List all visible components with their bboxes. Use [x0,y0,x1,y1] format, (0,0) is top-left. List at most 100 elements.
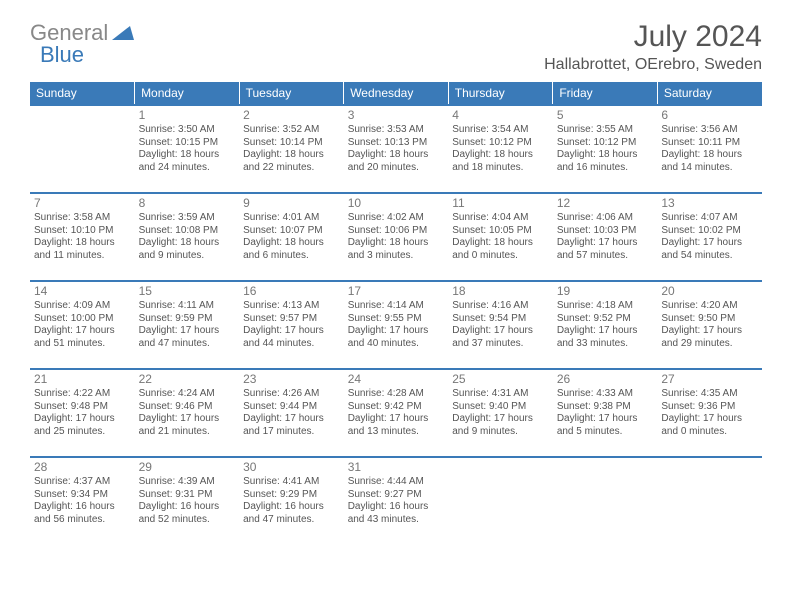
day-info-line: and 16 minutes. [557,162,654,175]
day-info-line: and 3 minutes. [348,250,445,263]
day-info-line: Sunset: 9:42 PM [348,401,445,414]
day-info-line: and 5 minutes. [557,426,654,439]
day-info-line: and 54 minutes. [661,250,758,263]
day-number: 25 [452,372,549,387]
day-info-line: Sunset: 10:15 PM [139,137,236,150]
logo-text-blue: Blue [40,42,84,67]
day-cell: 24Sunrise: 4:28 AMSunset: 9:42 PMDayligh… [344,369,449,457]
day-number: 14 [34,284,131,299]
day-header: Thursday [448,82,553,105]
day-info-line: Daylight: 18 hours [139,149,236,162]
day-number: 6 [661,108,758,123]
day-number: 29 [139,460,236,475]
day-info-line: and 33 minutes. [557,338,654,351]
month-title: July 2024 [544,20,762,54]
day-cell: 11Sunrise: 4:04 AMSunset: 10:05 PMDaylig… [448,193,553,281]
header: General July 2024 Hallabrottet, OErebro,… [30,20,762,74]
day-number: 24 [348,372,445,387]
day-info-line: Sunrise: 4:20 AM [661,300,758,313]
day-info-line: Daylight: 18 hours [348,237,445,250]
day-cell: 21Sunrise: 4:22 AMSunset: 9:48 PMDayligh… [30,369,135,457]
day-header: Tuesday [239,82,344,105]
day-info-line: Daylight: 16 hours [34,501,131,514]
day-info-line: Sunrise: 3:59 AM [139,212,236,225]
week-row: 28Sunrise: 4:37 AMSunset: 9:34 PMDayligh… [30,457,762,545]
day-info-line: and 14 minutes. [661,162,758,175]
day-info-line: Sunset: 10:13 PM [348,137,445,150]
day-header: Friday [553,82,658,105]
day-number: 20 [661,284,758,299]
day-info-line: Sunset: 10:02 PM [661,225,758,238]
day-info-line: and 24 minutes. [139,162,236,175]
day-number: 30 [243,460,340,475]
day-info-line: and 9 minutes. [139,250,236,263]
day-cell: 17Sunrise: 4:14 AMSunset: 9:55 PMDayligh… [344,281,449,369]
day-cell: 6Sunrise: 3:56 AMSunset: 10:11 PMDayligh… [657,105,762,193]
day-info-line: and 20 minutes. [348,162,445,175]
day-info-line: Sunrise: 4:16 AM [452,300,549,313]
day-info-line: and 29 minutes. [661,338,758,351]
week-row: 14Sunrise: 4:09 AMSunset: 10:00 PMDaylig… [30,281,762,369]
day-info-line: Daylight: 17 hours [661,237,758,250]
day-info-line: Sunrise: 4:06 AM [557,212,654,225]
day-info-line: Sunrise: 4:07 AM [661,212,758,225]
day-info-line: and 37 minutes. [452,338,549,351]
day-info-line: and 6 minutes. [243,250,340,263]
day-info-line: Daylight: 17 hours [139,325,236,338]
day-info-line: Sunrise: 4:11 AM [139,300,236,313]
arrow-icon [112,22,134,45]
day-info-line: Sunset: 9:38 PM [557,401,654,414]
day-info-line: Daylight: 18 hours [452,149,549,162]
week-row: 21Sunrise: 4:22 AMSunset: 9:48 PMDayligh… [30,369,762,457]
day-info-line: Daylight: 17 hours [452,413,549,426]
day-number: 28 [34,460,131,475]
day-info-line: Daylight: 18 hours [139,237,236,250]
day-info-line: and 47 minutes. [243,514,340,527]
day-info-line: Daylight: 17 hours [348,413,445,426]
day-info-line: Daylight: 18 hours [661,149,758,162]
day-info-line: Sunrise: 3:56 AM [661,124,758,137]
day-number: 27 [661,372,758,387]
day-info-line: Sunrise: 4:39 AM [139,476,236,489]
day-info-line: Daylight: 17 hours [661,325,758,338]
day-info-line: Daylight: 17 hours [34,413,131,426]
day-info-line: Sunrise: 3:50 AM [139,124,236,137]
day-info-line: Sunset: 9:50 PM [661,313,758,326]
calendar-table: SundayMondayTuesdayWednesdayThursdayFrid… [30,82,762,545]
day-info-line: Sunrise: 3:54 AM [452,124,549,137]
day-info-line: and 21 minutes. [139,426,236,439]
day-cell: 9Sunrise: 4:01 AMSunset: 10:07 PMDayligh… [239,193,344,281]
day-info-line: and 0 minutes. [452,250,549,263]
day-cell [657,457,762,545]
day-info-line: Sunset: 9:57 PM [243,313,340,326]
day-number: 31 [348,460,445,475]
day-info-line: Sunrise: 4:28 AM [348,388,445,401]
day-cell: 19Sunrise: 4:18 AMSunset: 9:52 PMDayligh… [553,281,658,369]
day-info-line: Daylight: 17 hours [348,325,445,338]
day-info-line: Sunset: 9:54 PM [452,313,549,326]
day-info-line: Sunrise: 4:31 AM [452,388,549,401]
day-info-line: Sunrise: 4:09 AM [34,300,131,313]
day-info-line: Sunset: 10:12 PM [452,137,549,150]
day-info-line: Sunset: 9:36 PM [661,401,758,414]
day-number: 3 [348,108,445,123]
day-info-line: Daylight: 18 hours [452,237,549,250]
day-number: 11 [452,196,549,211]
day-info-line: Sunrise: 3:58 AM [34,212,131,225]
day-info-line: Sunrise: 4:37 AM [34,476,131,489]
day-cell: 26Sunrise: 4:33 AMSunset: 9:38 PMDayligh… [553,369,658,457]
day-info-line: Daylight: 17 hours [34,325,131,338]
day-cell [448,457,553,545]
day-info-line: Sunset: 9:29 PM [243,489,340,502]
day-info-line: Sunset: 9:40 PM [452,401,549,414]
day-info-line: Sunset: 9:52 PM [557,313,654,326]
day-cell: 16Sunrise: 4:13 AMSunset: 9:57 PMDayligh… [239,281,344,369]
day-info-line: Daylight: 16 hours [139,501,236,514]
day-cell: 7Sunrise: 3:58 AMSunset: 10:10 PMDayligh… [30,193,135,281]
day-info-line: Daylight: 16 hours [348,501,445,514]
day-info-line: Sunset: 9:31 PM [139,489,236,502]
day-info-line: and 52 minutes. [139,514,236,527]
day-cell: 31Sunrise: 4:44 AMSunset: 9:27 PMDayligh… [344,457,449,545]
day-info-line: Sunset: 10:12 PM [557,137,654,150]
day-info-line: Sunrise: 4:24 AM [139,388,236,401]
